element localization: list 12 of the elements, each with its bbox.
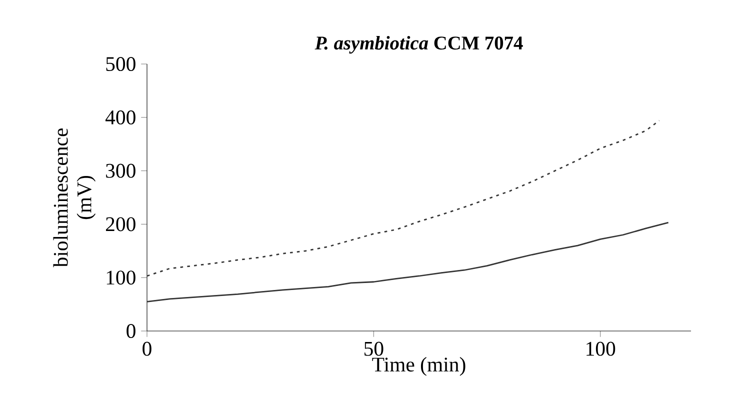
y-tick-label: 500 <box>106 57 136 71</box>
y-tick-label: 100 <box>106 270 136 285</box>
y-tick-label: 200 <box>106 217 136 232</box>
chart-title: P. asymbiotica CCM 7074 <box>314 36 523 54</box>
y-tick-label: 0 <box>126 324 136 338</box>
y-axis-title: bioluminescence (mV) <box>53 128 96 268</box>
x-axis-title: Time (min) <box>372 357 466 376</box>
y-tick-label: 300 <box>106 164 136 178</box>
x-tick-label: 100 <box>586 342 616 356</box>
x-tick-label: 50 <box>364 342 384 356</box>
y-tick-label: 400 <box>105 110 136 124</box>
x-tick-label: 0 <box>142 342 152 356</box>
